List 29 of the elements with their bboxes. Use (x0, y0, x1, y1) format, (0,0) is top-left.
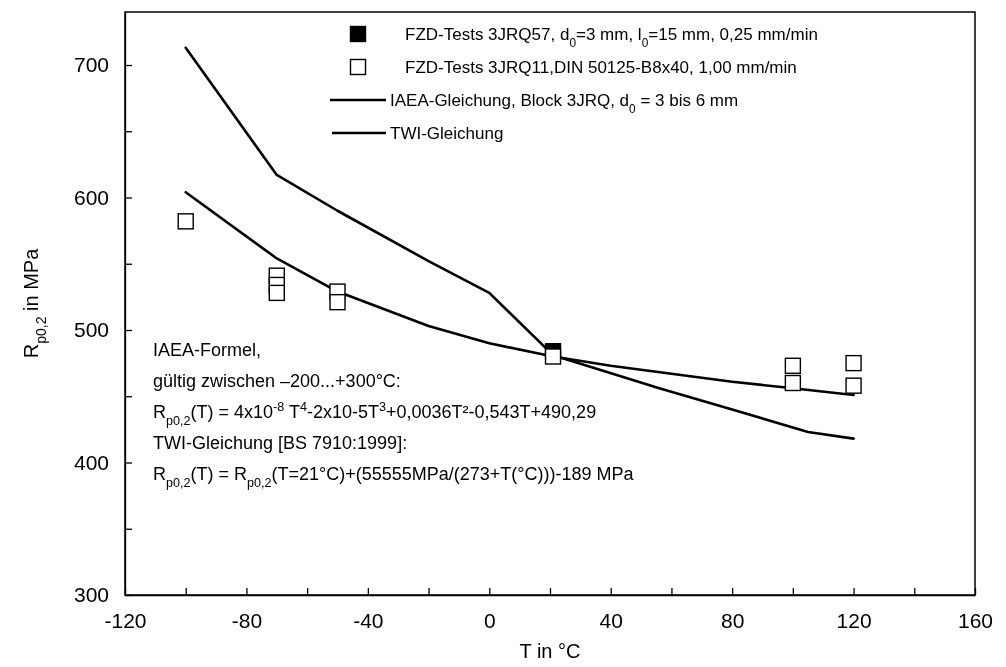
x-tick-label: -120 (104, 608, 147, 632)
legend-label: FZD-Tests 3JRQ11,DIN 50125-B8x40, 1,00 mm/min (405, 58, 797, 77)
y-tick-label: 400 (73, 450, 109, 474)
y-tick-label: 300 (73, 583, 109, 607)
y-tick-label: 600 (73, 185, 109, 209)
point (268, 284, 285, 302)
point (845, 354, 862, 372)
x-tick-label: 120 (836, 608, 872, 632)
x-tick-label: 40 (599, 608, 623, 632)
y-tick-label: 700 (73, 53, 109, 77)
point (329, 293, 346, 311)
x-tick-label: -40 (353, 608, 384, 632)
point (544, 348, 562, 365)
annotation: R$_{p0,2}$(T) = R$_{p0,2}$(T=21°C)+(55555MPa/(273+T(°C)))-189 MPa (153, 464, 635, 490)
annotation: TWI-Gleichung [BS 7910:1999]: (153, 433, 408, 453)
legend-label: FZD-Tests 3JRQ57, d$_{0}$=3 mm, l$_{0}$=15 mm, 0,25 mm/min (405, 25, 818, 50)
legend-label: TWI-Gleichung (390, 124, 504, 143)
x-tick-label: 80 (720, 608, 745, 632)
point (784, 357, 802, 374)
x-tick-label: -80 (231, 608, 263, 632)
x-tick-label: 160 (957, 608, 994, 632)
text: R$_{p0,2}$(T) = 4x10$^{-8}$ T$^{4}$-2x10-5T$^{3}$+0,0036T²-0,543T+490,29 (153, 400, 597, 428)
x-axis-title: T in °C (519, 640, 581, 662)
annotation: gültig zwischen –200...+300°C: (153, 371, 401, 391)
legend-label: IAEA-Gleichung, Block 3JRQ, d$_{0}$ = 3 bis 6 mm (390, 91, 739, 116)
y-tick-label: 500 (73, 318, 109, 342)
point (784, 374, 802, 392)
x-tick-label: 0 (483, 608, 496, 632)
annotation: IAEA-Formel, (153, 340, 262, 360)
